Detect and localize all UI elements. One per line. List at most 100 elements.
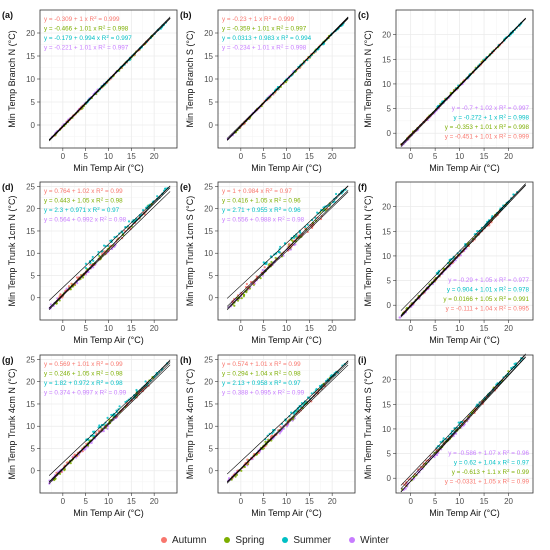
fit-line-autumn: [400, 185, 526, 317]
data-point-winter: [49, 303, 52, 306]
y-axis-label: Min Temp Branch S (°C): [185, 31, 195, 128]
equation-winter: y = 0.374 + 0.997 x R2 = 0.99: [44, 388, 127, 397]
data-point-spring: [108, 418, 111, 422]
data-point-summer: [279, 245, 282, 248]
x-tick-label: 20: [504, 324, 513, 333]
x-tick-label: 10: [455, 324, 464, 333]
panel-tag: (g): [2, 355, 14, 365]
data-point-summer: [104, 421, 107, 424]
equation-autumn: y = 1 + 0.984 x R2 = 0.97: [222, 187, 292, 196]
fit-line-winter: [226, 16, 349, 141]
y-tick-label: 25: [204, 182, 213, 191]
data-point-spring: [234, 475, 237, 478]
y-tick-label: 0: [387, 474, 392, 483]
x-tick-label: 0: [61, 324, 66, 333]
y-tick-label: 5: [31, 444, 36, 453]
equation-spring: y = 0.0166 + 1.05 x R2 = 0.991: [443, 295, 529, 304]
y-tick-label: 15: [204, 400, 213, 409]
x-tick-label: 20: [150, 324, 159, 333]
y-tick-label: 25: [26, 355, 35, 364]
data-point-autumn: [129, 227, 132, 231]
data-point-spring: [69, 462, 72, 465]
legend-item-autumn: Autumn: [160, 535, 206, 546]
data-point-summer: [91, 434, 94, 437]
equation-autumn: y = -0.111 + 1.04 x R2 = 0.995: [446, 304, 530, 313]
data-point-summer: [268, 432, 271, 435]
fit-line-autumn: [400, 18, 526, 146]
data-point-summer: [156, 195, 159, 198]
panel-tag: (h): [180, 355, 192, 365]
data-point-autumn: [473, 411, 476, 415]
fit-line-autumn: [400, 356, 526, 489]
data-point-autumn: [255, 275, 258, 278]
x-tick-label: 0: [61, 497, 66, 506]
data-point-summer: [290, 411, 293, 414]
y-tick-label: 5: [209, 444, 214, 453]
x-tick-label: 10: [282, 152, 291, 161]
data-point-autumn: [95, 432, 98, 435]
y-tick-label: 10: [204, 249, 213, 258]
panel-tag: (e): [180, 182, 191, 192]
data-point-spring: [290, 239, 293, 242]
x-tick-label: 10: [104, 324, 113, 333]
data-point-autumn: [279, 425, 282, 428]
data-point-summer: [314, 216, 317, 219]
data-point-autumn: [55, 471, 58, 474]
fit-line-spring: [400, 183, 526, 316]
data-point-winter: [84, 447, 87, 450]
equation-summer: y = -0.272 + 1 x R2 = 0.998: [453, 113, 529, 122]
panel-tag: (c): [358, 10, 369, 20]
equation-autumn: y = 0.569 + 1.01 x R2 = 0.99: [44, 360, 123, 369]
x-axis-label: Min Temp Air (°C): [73, 335, 143, 345]
data-point-summer: [91, 255, 94, 259]
x-tick-label: 15: [305, 497, 314, 506]
data-point-summer: [265, 261, 268, 264]
equation-spring: y = 0.443 + 1.05 x R2 = 0.98: [44, 196, 123, 205]
equation-spring: y = 0.294 + 1.04 x R2 = 0.98: [222, 369, 301, 378]
data-point-summer: [459, 249, 462, 252]
x-axis-label: Min Temp Air (°C): [251, 163, 321, 173]
data-point-summer: [127, 220, 131, 223]
x-tick-label: 20: [328, 324, 337, 333]
panel-tag: (d): [2, 182, 14, 192]
equation-autumn: y = -0.309 + 1 x R2 = 0.999: [44, 15, 120, 24]
panel-e: 0 5 10 15 20 0 5 10 15 20 25 Min Temp Air (°C) Min T…: [180, 181, 356, 345]
fit-line-summer: [400, 183, 526, 311]
legend-label-summer: Summer: [293, 534, 332, 546]
data-point-summer: [92, 434, 96, 437]
x-tick-label: 10: [455, 497, 464, 506]
equation-summer: y = 1.82 + 0.972 x R2 = 0.98: [44, 379, 123, 388]
data-point-summer: [458, 421, 462, 425]
panel-a: 0 5 10 15 20 0 5 10 15 20 Min Temp Air (°C) Min Tem…: [2, 9, 178, 173]
data-point-spring: [233, 304, 236, 307]
y-axis-label: Min Temp Trunk 1cm N (°C): [363, 196, 373, 307]
x-axis-label: Min Temp Air (°C): [429, 335, 499, 345]
x-axis-label: Min Temp Air (°C): [429, 163, 499, 173]
panel-border: [395, 181, 534, 321]
panel-g: 0 5 10 15 20 0 5 10 15 20 25 Min Temp Air (°C) Min T…: [2, 354, 178, 518]
y-axis-label: Min Temp Trunk 4cm N (°C): [7, 369, 17, 480]
data-point-summer: [89, 261, 92, 265]
x-tick-label: 15: [480, 152, 489, 161]
data-point-spring: [68, 288, 71, 291]
x-axis-label: Min Temp Air (°C): [73, 508, 143, 518]
data-point-summer: [442, 437, 445, 440]
y-tick-label: 20: [204, 29, 213, 38]
legend-item-spring: Spring: [224, 535, 264, 546]
x-tick-label: 0: [239, 152, 244, 161]
equation-winter: y = 0.388 + 0.995 x R2 = 0.99: [222, 388, 305, 397]
fit-line-winter: [226, 364, 349, 483]
data-point-summer: [491, 388, 495, 391]
data-point-autumn: [288, 242, 291, 245]
equation-winter: y = -0.221 + 1.01 x R2 = 0.997: [44, 43, 129, 52]
data-point-summer: [292, 236, 296, 239]
data-point-summer: [478, 401, 481, 404]
data-point-summer: [334, 192, 338, 196]
x-tick-label: 5: [83, 497, 88, 506]
y-tick-label: 15: [26, 227, 35, 236]
equation-spring: y = -0.466 + 1.01 x R2 = 0.998: [44, 24, 129, 33]
data-point-autumn: [312, 394, 316, 397]
panel-i: 0 5 10 15 20 0 5 10 15 20 Min Temp Air (°C) Min Tem…: [358, 353, 534, 518]
equation-summer: y = 0.62 + 1.04 x R2 = 0.97: [454, 458, 530, 467]
